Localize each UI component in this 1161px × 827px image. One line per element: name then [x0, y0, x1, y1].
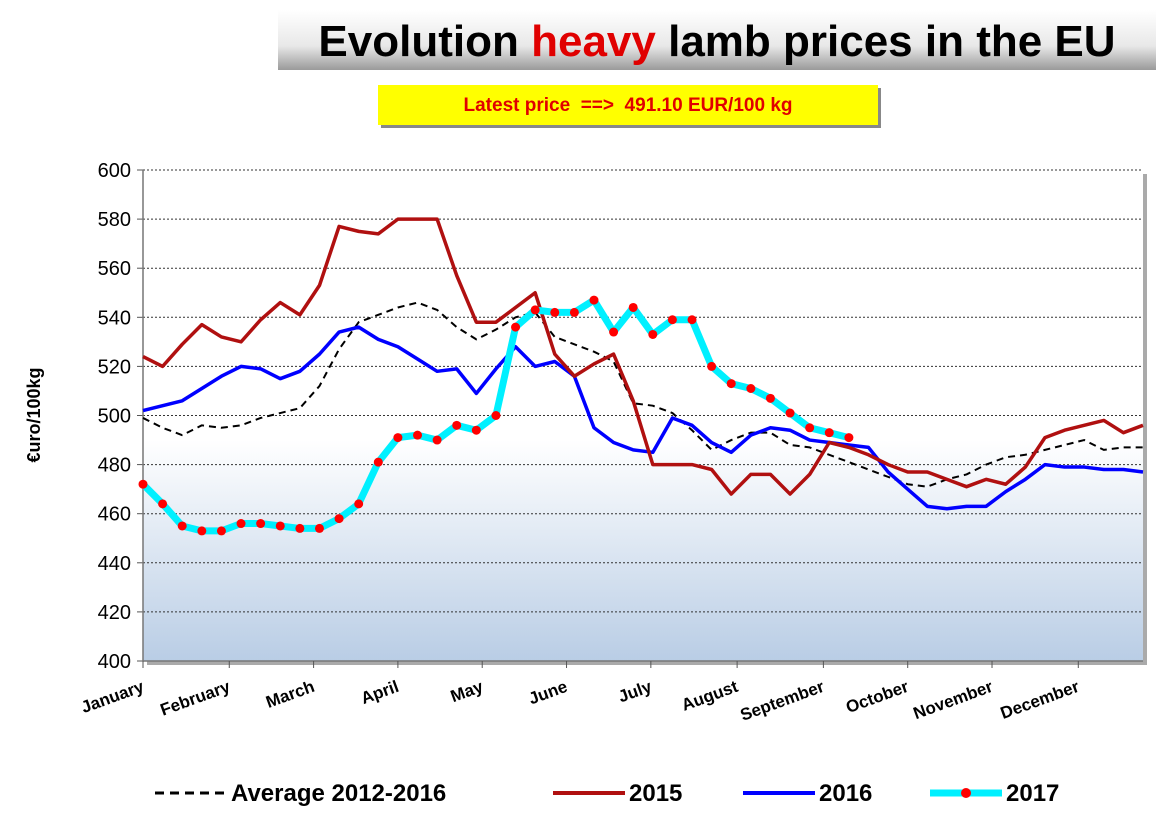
series-marker — [256, 519, 266, 529]
y-tick-label: 420 — [98, 602, 131, 624]
series-marker — [589, 295, 599, 305]
x-tick-label: August — [679, 677, 741, 715]
series-marker — [177, 521, 187, 531]
series-marker — [726, 379, 736, 389]
series-marker — [805, 423, 815, 433]
title-box — [278, 10, 1156, 70]
series-marker — [707, 361, 717, 371]
legend-label: 2015 — [629, 780, 682, 807]
y-tick-label: 400 — [98, 651, 131, 673]
x-tick-label: September — [738, 677, 827, 725]
series-marker — [236, 519, 246, 529]
y-tick-label: 440 — [98, 553, 131, 575]
x-tick-label: October — [843, 677, 911, 717]
y-tick-label: 560 — [98, 258, 131, 280]
series-marker — [667, 315, 677, 325]
series-marker — [609, 327, 619, 337]
x-tick-label: November — [911, 677, 996, 723]
series-marker — [314, 523, 324, 533]
subtitle: Latest price ==> 491.10 EUR/100 kg — [464, 95, 793, 116]
series-marker — [687, 315, 697, 325]
series-marker — [648, 329, 658, 339]
x-tick-label: April — [358, 677, 401, 708]
title-part: lamb prices in the EU — [668, 17, 1115, 66]
series-marker — [158, 499, 168, 509]
chart-title: Evolution heavy lamb prices in the EU — [318, 17, 1115, 66]
series-marker — [275, 521, 285, 531]
subtitle-box — [378, 85, 878, 125]
legend-label: Average 2012-2016 — [231, 780, 446, 807]
x-tick-label: February — [158, 677, 233, 720]
series-marker — [569, 307, 579, 317]
series-marker — [550, 307, 560, 317]
series-marker — [138, 479, 148, 489]
series-marker — [413, 430, 423, 440]
series-line — [142, 301, 1143, 488]
y-tick-label: 600 — [98, 160, 131, 182]
series-marker — [393, 433, 403, 443]
series-marker — [530, 305, 540, 315]
legend-label: 2017 — [1006, 780, 1059, 807]
series-marker — [354, 499, 364, 509]
x-tick-label: May — [448, 677, 486, 706]
series-line — [142, 217, 1144, 496]
series-marker — [746, 383, 756, 393]
series-marker — [511, 322, 521, 332]
series-marker — [432, 435, 442, 445]
legend-label: 2016 — [819, 780, 872, 807]
x-tick-label: January — [79, 677, 147, 717]
y-tick-label: 540 — [98, 307, 131, 329]
x-tick-label: December — [998, 677, 1082, 723]
title-part: heavy — [531, 17, 656, 66]
y-axis-label: €uro/100kg — [24, 367, 44, 462]
series-line — [142, 325, 1144, 511]
x-tick-label: July — [616, 677, 655, 707]
series-marker — [628, 302, 638, 312]
series-marker — [765, 393, 775, 403]
y-tick-label: 520 — [98, 356, 131, 378]
legend-marker — [961, 788, 971, 798]
x-tick-label: March — [263, 677, 317, 712]
series-marker — [334, 514, 344, 524]
series-marker — [785, 408, 795, 418]
series-marker — [471, 425, 481, 435]
series-marker — [216, 526, 226, 536]
y-tick-label: 580 — [98, 209, 131, 231]
series-marker — [824, 428, 834, 438]
x-tick-label: June — [526, 677, 570, 708]
series-marker — [197, 526, 207, 536]
title-part: Evolution — [318, 17, 518, 66]
series-marker — [452, 420, 462, 430]
series-marker — [373, 457, 383, 467]
y-tick-label: 460 — [98, 504, 131, 526]
series-marker — [491, 411, 501, 420]
y-tick-label: 480 — [98, 455, 131, 477]
y-tick-label: 500 — [98, 406, 131, 428]
series-marker — [295, 523, 305, 533]
series-marker — [844, 433, 854, 443]
